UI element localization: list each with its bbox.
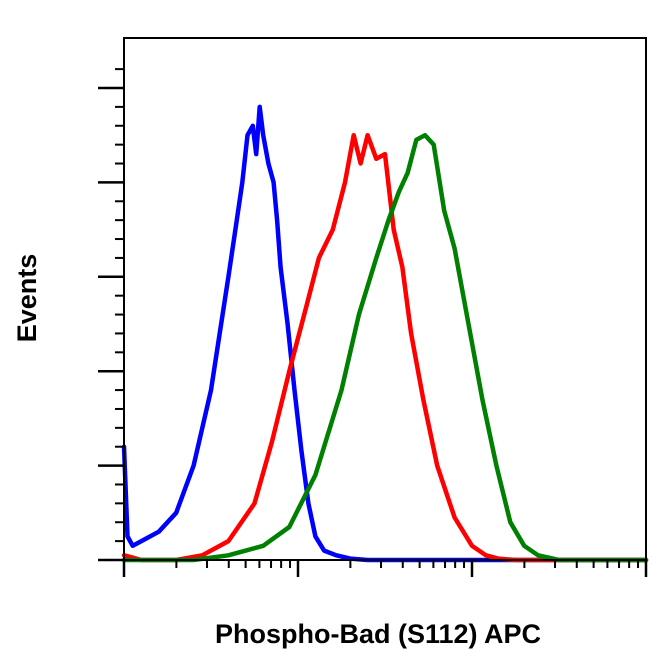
histogram-line-1 [121, 104, 649, 563]
plot-frame [123, 37, 647, 561]
histogram-line-3 [121, 132, 649, 563]
x-axis-title: Phospho-Bad (S112) APC [215, 619, 541, 649]
series-layer [121, 104, 649, 563]
y-axis-title: Events [12, 254, 42, 343]
histogram-line-2 [121, 132, 649, 563]
axis-layer [98, 37, 648, 577]
